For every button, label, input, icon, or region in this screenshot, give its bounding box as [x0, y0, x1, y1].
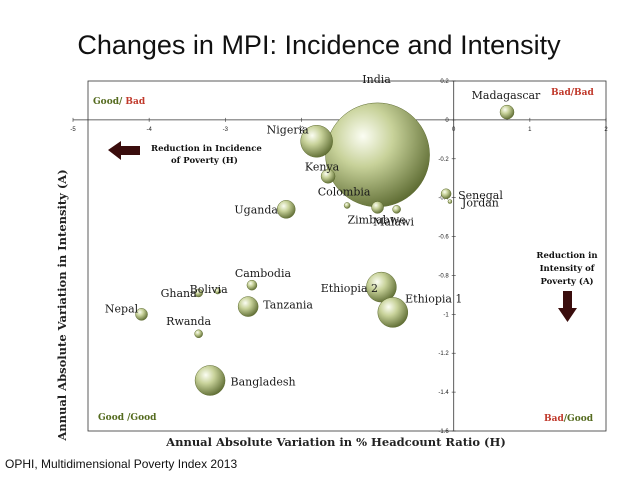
y-tick-label: -0.8	[438, 273, 449, 279]
label-nigeria: Nigeria	[267, 123, 309, 136]
bubble-bangladesh	[194, 365, 226, 396]
bubble-nigeria	[300, 125, 333, 158]
x-tick-label: 1	[528, 127, 532, 133]
bubble-nepal	[135, 308, 148, 321]
label-cambodia: Cambodia	[235, 267, 292, 280]
x-tick-label: 0	[452, 127, 456, 133]
bubble-jordan	[447, 199, 453, 204]
annotation-intensity-line3: Poverty (A)	[540, 276, 593, 287]
label-india: India	[362, 73, 391, 86]
bubble-tanzania	[237, 296, 259, 317]
y-tick-label: 0	[445, 118, 449, 124]
label-bolivia: Bolivia	[190, 283, 228, 296]
label-bangladesh: Bangladesh	[230, 375, 295, 388]
label-madagascar: Madagascar	[472, 89, 541, 102]
label-colombia: Colombia	[318, 185, 371, 198]
quadrant-bottom-right: Bad/Good	[544, 414, 594, 424]
annotation-intensity-line1: Reduction in	[536, 251, 597, 261]
label-ethiopia-1: Ethiopia 1	[405, 292, 462, 305]
bubble-ghana	[194, 288, 203, 298]
quadrant-bottom-left: Good /Good	[98, 413, 157, 423]
bubble-uganda	[276, 200, 296, 219]
label-tanzania: Tanzania	[263, 299, 313, 312]
bubble-senegal	[440, 188, 452, 200]
y-axis-title: Annual Absolute Variation in Intensity (…	[55, 169, 69, 441]
x-tick-label: -3	[223, 127, 229, 133]
label-ghana: Ghana	[161, 287, 198, 300]
quadrant-top-right: Bad/Bad	[551, 88, 594, 98]
annotation-intensity-line2: Intensity of	[540, 264, 596, 274]
y-tick-label: -1.4	[438, 390, 449, 396]
bubble-madagascar	[499, 104, 515, 120]
bubble-rwanda	[194, 329, 203, 339]
bubble-malawi	[392, 205, 401, 214]
label-senegal: Senegal	[458, 189, 503, 202]
label-kenya: Kenya	[305, 160, 340, 173]
bubble-kenya	[320, 169, 336, 184]
bubble-zimbabwe	[371, 201, 384, 214]
bubble-colombia	[343, 202, 351, 209]
label-malawi: Malawi	[373, 215, 414, 228]
y-tick-label: 0.2	[440, 79, 449, 85]
bubble-ethiopia-2	[366, 271, 397, 303]
slide-title: Changes in MPI: Incidence and Intensity	[77, 30, 561, 60]
x-tick-label: -2	[299, 127, 305, 133]
bubble-ethiopia-1	[377, 297, 409, 328]
source-caption: OPHI, Multidimensional Poverty Index 201…	[5, 457, 238, 471]
x-tick-label: -5	[70, 127, 76, 133]
label-ethiopia-2: Ethiopia 2	[321, 282, 378, 295]
x-tick-label: 2	[604, 127, 608, 133]
x-axis-title: Annual Absolute Variation in % Headcount…	[165, 435, 506, 449]
bubble-layer	[135, 102, 515, 396]
label-nepal: Nepal	[105, 302, 139, 315]
y-tick-label: -1.6	[438, 429, 449, 435]
y-tick-label: -0.4	[438, 196, 449, 202]
annotation-incidence-line2: of Poverty (H)	[171, 155, 238, 166]
x-tick-label: -4	[146, 127, 152, 133]
intensity-arrow-icon	[558, 291, 577, 322]
y-tick-label: -1.2	[438, 351, 449, 357]
label-rwanda: Rwanda	[166, 315, 211, 328]
plot-frame	[87, 80, 607, 432]
label-uganda: Uganda	[234, 203, 278, 216]
quadrant-top-left: Good/ Bad	[93, 97, 146, 107]
label-jordan: Jordan	[461, 197, 499, 210]
y-tick-label: -0.2	[438, 157, 449, 163]
bubble-bolivia	[214, 287, 221, 295]
label-zimbabwe: Zimbabwe	[347, 213, 405, 226]
y-tick-label: -1	[443, 312, 449, 318]
incidence-arrow-icon	[108, 141, 140, 160]
annotation-incidence-line1: Reduction in Incidence	[151, 144, 262, 154]
y-tick-label: -0.6	[438, 235, 449, 241]
bubble-cambodia	[246, 279, 258, 291]
